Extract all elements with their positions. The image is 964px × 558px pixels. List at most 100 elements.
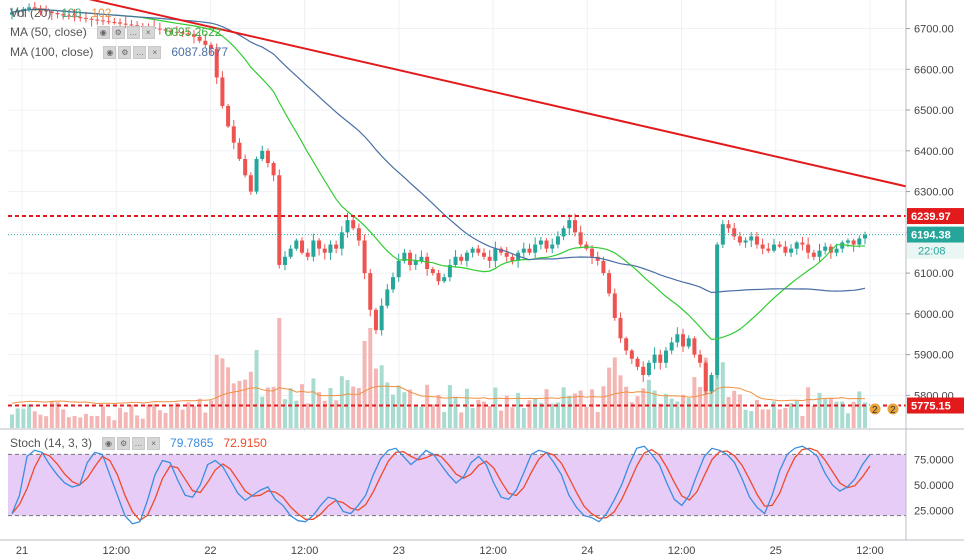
candle-body [533, 244, 538, 253]
candle-body [396, 260, 401, 278]
candle-body [828, 246, 833, 253]
volume-bar [226, 367, 231, 428]
countdown-badge: 22:08 [918, 246, 946, 258]
close-icon[interactable]: × [141, 25, 155, 39]
close-icon[interactable]: × [148, 45, 162, 59]
volume-bar [44, 416, 49, 428]
volume-bar [499, 410, 504, 428]
volume-bar [806, 387, 811, 428]
legend-stoch-name: Stoch (14, 3, 3) [10, 436, 93, 450]
legend-stoch-controls[interactable]: ◉ ⚙ … × [102, 436, 161, 450]
volume-bar [254, 349, 259, 428]
volume-bar [590, 389, 595, 428]
volume-bar [83, 413, 88, 428]
volume-bar [356, 387, 361, 428]
volume-bar [152, 403, 157, 428]
candle-body [811, 252, 816, 257]
volume-bar [430, 404, 435, 428]
volume-bar [692, 377, 697, 428]
volume-bar [658, 403, 663, 428]
volume-bar [550, 403, 555, 428]
more-icon[interactable]: … [133, 45, 147, 59]
volume-bar [135, 415, 140, 428]
legend-volume[interactable]: Vol (20) 108 102 [10, 6, 111, 20]
candle-body [743, 240, 748, 243]
volume-bar [15, 408, 20, 428]
price-tick-label: 6000.00 [914, 309, 954, 321]
volume-bar [794, 400, 799, 428]
candle-body [49, 11, 54, 14]
horizontal-levels[interactable] [8, 215, 906, 407]
candle-body [806, 244, 811, 253]
volume-bar [749, 411, 754, 428]
volume-bar [720, 362, 725, 428]
candle-body [66, 15, 71, 17]
gear-icon[interactable]: ⚙ [117, 436, 131, 450]
gear-icon[interactable]: ⚙ [111, 25, 125, 39]
candle-body [311, 240, 316, 257]
legend-ma50-controls[interactable]: ◉ ⚙ … × [96, 25, 155, 39]
volume-bar [828, 398, 833, 428]
candle-body [516, 252, 521, 261]
volume-bar [140, 418, 145, 428]
volume-bar [419, 406, 424, 428]
volume-bar [447, 385, 452, 428]
more-icon[interactable]: … [126, 25, 140, 39]
candle-body [652, 354, 657, 363]
candle-body [294, 240, 299, 249]
volume-bar [709, 380, 714, 428]
volume-bar [334, 400, 339, 428]
legend-stoch[interactable]: Stoch (14, 3, 3) ◉ ⚙ … × 79.7865 72.9150 [10, 436, 267, 450]
volume-bar [607, 367, 612, 428]
volume-bar [618, 375, 623, 428]
legend-ma50[interactable]: MA (50, close) ◉ ⚙ … × 6095.2622 [10, 25, 221, 39]
eye-icon[interactable]: ◉ [102, 436, 116, 450]
candle-body [794, 242, 799, 249]
volume-bar [493, 387, 498, 428]
candle-body [27, 7, 32, 9]
volume-bar [521, 408, 526, 428]
volume-bar [834, 401, 839, 428]
candle-body [436, 273, 441, 282]
eye-icon[interactable]: ◉ [103, 45, 117, 59]
candle-body [783, 246, 788, 253]
candle-body [681, 334, 686, 347]
volume-bar [49, 400, 54, 428]
volume-bar [863, 402, 867, 428]
time-tick-label: 22 [204, 545, 216, 557]
volume-bar [635, 396, 640, 428]
candle-body [61, 14, 66, 16]
eye-icon[interactable]: ◉ [96, 25, 110, 39]
legend-ma50-value: 6095.2622 [164, 25, 222, 39]
volume-bar [368, 328, 373, 428]
candle-body [550, 244, 555, 249]
volume-bar [624, 386, 629, 428]
volume-bar [27, 404, 32, 428]
last-price-badge: 6194.38 [911, 230, 951, 242]
candle-body [817, 250, 822, 257]
close-icon[interactable]: × [147, 436, 161, 450]
price-tick-label: 6500.00 [914, 105, 954, 117]
candle-body [100, 20, 105, 22]
legend-ma100[interactable]: MA (100, close) ◉ ⚙ … × 6087.8677 [10, 45, 228, 59]
volume-bar [453, 396, 458, 428]
volume-bar [772, 401, 777, 428]
legend-ma100-controls[interactable]: ◉ ⚙ … × [103, 45, 162, 59]
candle-body [464, 252, 469, 261]
volume-bar [675, 401, 680, 428]
stoch-tick-label: 75.0000 [914, 455, 954, 467]
more-icon[interactable]: … [132, 436, 146, 450]
candle-body [749, 236, 754, 241]
legend-volume-value-1: 108 [61, 6, 82, 20]
volume-bar [754, 399, 759, 428]
candle-body [300, 240, 305, 253]
last-price-badge-bg [907, 226, 964, 243]
candle-body [21, 8, 26, 11]
volume-bar [396, 385, 401, 428]
candle-body [106, 21, 111, 23]
candle-body [572, 220, 577, 233]
candle-body [618, 317, 623, 339]
gear-icon[interactable]: ⚙ [118, 45, 132, 59]
volume-bar [629, 402, 634, 428]
